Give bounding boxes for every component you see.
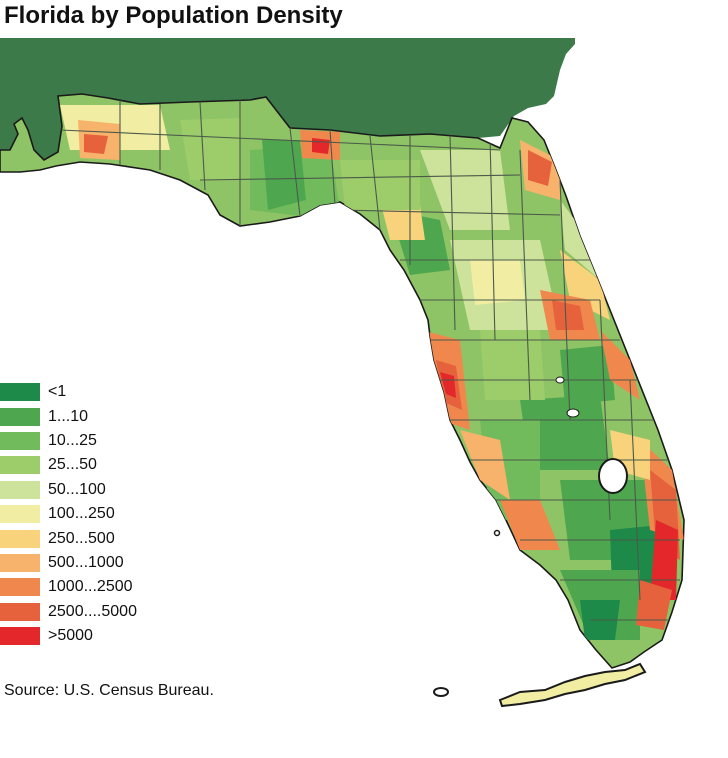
legend-swatch xyxy=(0,602,40,621)
county-boundaries xyxy=(59,100,680,621)
legend-item: 250...500 xyxy=(0,526,137,550)
legend-swatch xyxy=(0,578,40,597)
legend-label: 1000...2500 xyxy=(48,578,133,596)
legend-label: 250...500 xyxy=(48,529,115,547)
map-title: Florida by Population Density xyxy=(4,2,343,29)
legend-label: <1 xyxy=(48,383,67,401)
legend-label: 25...50 xyxy=(48,456,97,474)
legend-item: 50...100 xyxy=(0,478,137,502)
legend-swatch xyxy=(0,407,40,426)
density-patches xyxy=(60,105,684,640)
legend-label: 2500....5000 xyxy=(48,602,137,620)
legend-item: <1 xyxy=(0,380,137,404)
legend-swatch xyxy=(0,431,40,450)
lake-okeechobee xyxy=(598,458,628,494)
island xyxy=(433,687,449,697)
island xyxy=(493,529,501,537)
legend-swatch xyxy=(0,456,40,475)
legend-item: 1...10 xyxy=(0,404,137,428)
legend-label: 1...10 xyxy=(48,407,89,425)
legend-item: 500...1000 xyxy=(0,551,137,575)
legend-item: 25...50 xyxy=(0,453,137,477)
legend-item: 100...250 xyxy=(0,502,137,526)
legend: <1 1...10 10...25 25...50 50...100 100..… xyxy=(0,380,137,648)
legend-label: 500...1000 xyxy=(48,553,124,571)
legend-swatch xyxy=(0,627,40,646)
legend-swatch xyxy=(0,480,40,499)
legend-item: 1000...2500 xyxy=(0,575,137,599)
legend-swatch xyxy=(0,553,40,572)
legend-swatch xyxy=(0,383,40,402)
legend-label: >5000 xyxy=(48,627,93,645)
florida-keys xyxy=(498,662,647,708)
legend-item: >5000 xyxy=(0,624,137,648)
source-note: Source: U.S. Census Bureau. xyxy=(4,682,214,699)
legend-swatch xyxy=(0,505,40,524)
legend-label: 50...100 xyxy=(48,480,106,498)
lake xyxy=(566,408,580,418)
lake xyxy=(555,376,565,384)
northern-region xyxy=(0,38,575,160)
legend-label: 100...250 xyxy=(48,505,115,523)
legend-swatch xyxy=(0,529,40,548)
legend-label: 10...25 xyxy=(48,431,97,449)
legend-item: 2500....5000 xyxy=(0,600,137,624)
legend-item: 10...25 xyxy=(0,429,137,453)
